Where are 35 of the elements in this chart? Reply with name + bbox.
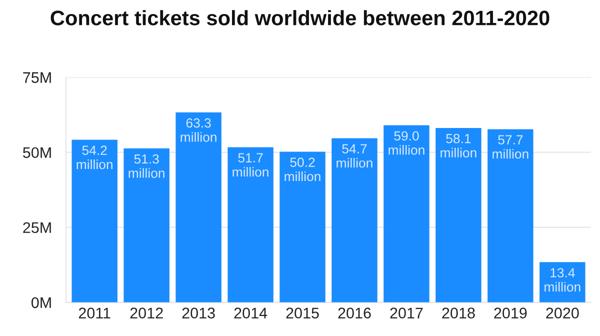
data-label: 58.1 million (440, 134, 476, 158)
x-tick-label: 2015 (286, 308, 319, 318)
data-label: 13.4 million (544, 268, 580, 292)
bar (228, 147, 274, 302)
data-label: 51.7 million (232, 153, 268, 177)
y-tick-label: 50M (23, 147, 51, 158)
x-tick-label: 2014 (234, 308, 268, 318)
x-tick-label: 2019 (494, 308, 527, 318)
bar (332, 138, 378, 302)
x-tick-label: 2018 (442, 308, 475, 318)
x-tick-label: 2012 (130, 308, 163, 318)
bar (488, 129, 534, 302)
bar (436, 128, 482, 302)
x-tick-label: 2020 (546, 308, 579, 318)
y-tick-label: 75M (23, 72, 51, 83)
data-label: 57.7 million (492, 135, 528, 159)
chart-title: Concert tickets sold worldwide between 2011-2020 (50, 10, 550, 26)
x-tick-label: 2013 (182, 308, 215, 318)
data-label: 63.3 million (180, 118, 216, 142)
x-tick-label: 2011 (78, 308, 110, 318)
x-tick-label: 2017 (390, 308, 423, 318)
bar (124, 148, 170, 302)
data-label: 59.0 million (388, 131, 424, 155)
y-tick-label: 25M (23, 222, 51, 234)
y-tick-label: 0M (31, 297, 51, 308)
bar (72, 140, 118, 302)
x-tick-label: 2016 (338, 308, 371, 318)
data-label: 50.2 million (284, 158, 320, 182)
bar (540, 262, 586, 302)
bar (384, 125, 430, 302)
data-label: 54.7 million (336, 144, 372, 168)
data-label: 54.2 million (76, 146, 112, 170)
bar (176, 112, 222, 302)
bar (280, 152, 326, 302)
data-label: 51.3 million (128, 154, 164, 178)
